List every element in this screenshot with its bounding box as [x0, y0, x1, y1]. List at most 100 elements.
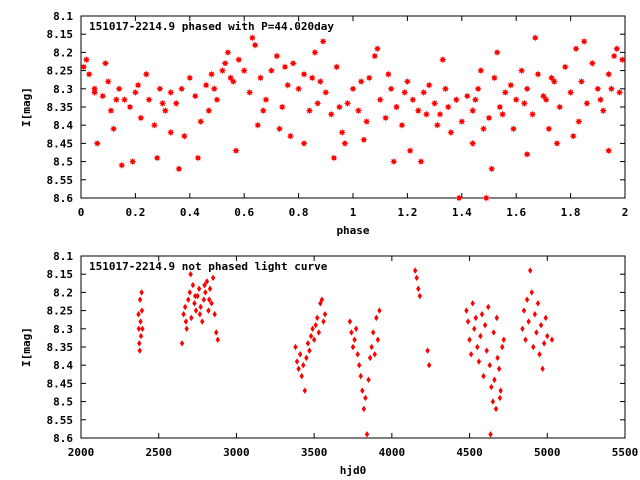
data-point	[294, 358, 300, 365]
data-point	[467, 336, 472, 343]
data-point	[431, 99, 439, 107]
data-point	[543, 314, 548, 322]
x-tick-label: 0.4	[180, 206, 200, 219]
data-point	[214, 329, 219, 336]
data-point	[138, 318, 143, 325]
data-point	[273, 52, 281, 60]
data-point	[355, 351, 360, 358]
data-point	[425, 347, 430, 354]
data-point	[205, 107, 213, 115]
data-point	[498, 387, 503, 394]
data-point	[477, 67, 485, 75]
data-point	[349, 85, 357, 93]
y-tick-label: 8.45	[47, 137, 74, 150]
data-point	[509, 125, 518, 133]
data-point	[507, 81, 515, 89]
data-point	[341, 139, 349, 147]
data-point	[235, 56, 243, 64]
data-point	[531, 34, 539, 42]
data-point	[297, 351, 303, 358]
data-point	[136, 325, 142, 332]
data-point	[433, 121, 441, 129]
data-point	[224, 48, 232, 56]
data-point	[267, 67, 275, 75]
x-tick-label: 1.8	[561, 206, 581, 219]
data-point	[139, 307, 145, 314]
data-point	[314, 99, 322, 107]
data-point	[541, 340, 547, 347]
data-point	[213, 96, 221, 104]
x-tick-label: 0.6	[234, 206, 254, 219]
data-point	[246, 88, 254, 97]
data-point	[175, 165, 183, 173]
data-point	[523, 150, 531, 158]
data-point	[319, 37, 327, 46]
data-point	[145, 96, 153, 104]
y-axis-label: I[mag]	[20, 327, 33, 367]
x-tick-label: 2	[622, 206, 629, 219]
data-point	[278, 103, 286, 111]
y-tick-label: 8.6	[53, 432, 73, 445]
data-point	[468, 351, 474, 358]
data-point	[308, 74, 316, 82]
data-point	[110, 125, 118, 133]
data-point	[197, 117, 205, 126]
data-point	[556, 103, 564, 111]
data-point	[322, 88, 330, 97]
data-point	[284, 81, 292, 89]
y-axis-label: I[mag]	[20, 87, 33, 127]
x-tick-label: 5500	[612, 446, 639, 459]
data-point	[262, 96, 270, 104]
data-point	[489, 383, 494, 391]
data-point	[286, 132, 295, 140]
data-point	[499, 110, 507, 118]
data-point	[439, 56, 447, 64]
data-point	[374, 314, 379, 322]
data-point	[377, 307, 382, 314]
data-point	[209, 300, 214, 307]
data-point	[501, 336, 506, 343]
data-point	[518, 67, 526, 75]
data-point	[134, 81, 142, 89]
data-point	[534, 329, 539, 336]
data-point	[371, 52, 379, 60]
data-point	[172, 99, 180, 107]
data-point	[469, 107, 477, 115]
data-point	[594, 85, 602, 93]
data-point	[561, 63, 569, 71]
data-point	[167, 88, 175, 97]
data-point	[588, 59, 596, 67]
data-point	[232, 147, 240, 155]
data-point	[523, 336, 528, 343]
data-point	[302, 387, 308, 394]
data-point	[416, 285, 421, 292]
data-point	[186, 74, 194, 82]
data-point	[218, 67, 227, 75]
data-point	[357, 77, 365, 86]
data-point	[486, 303, 491, 311]
data-point	[129, 158, 137, 166]
x-tick-label: 2000	[68, 446, 95, 459]
data-point	[195, 292, 200, 300]
data-point	[315, 314, 320, 322]
data-point	[488, 431, 493, 438]
data-point	[414, 107, 422, 115]
data-point	[310, 325, 315, 332]
data-point	[615, 88, 624, 97]
data-point	[137, 296, 143, 303]
data-point	[512, 96, 520, 104]
data-point	[300, 70, 308, 78]
data-point	[482, 321, 488, 329]
data-point	[178, 85, 186, 93]
data-point	[484, 347, 489, 354]
y-tick-label: 8.35	[47, 101, 74, 114]
data-point	[535, 300, 541, 307]
data-point	[206, 307, 211, 314]
data-point	[372, 351, 377, 358]
data-point	[93, 139, 101, 147]
data-point	[572, 45, 580, 53]
data-point	[520, 99, 528, 107]
data-point	[358, 372, 363, 380]
data-point	[300, 139, 308, 147]
data-point	[364, 431, 370, 438]
